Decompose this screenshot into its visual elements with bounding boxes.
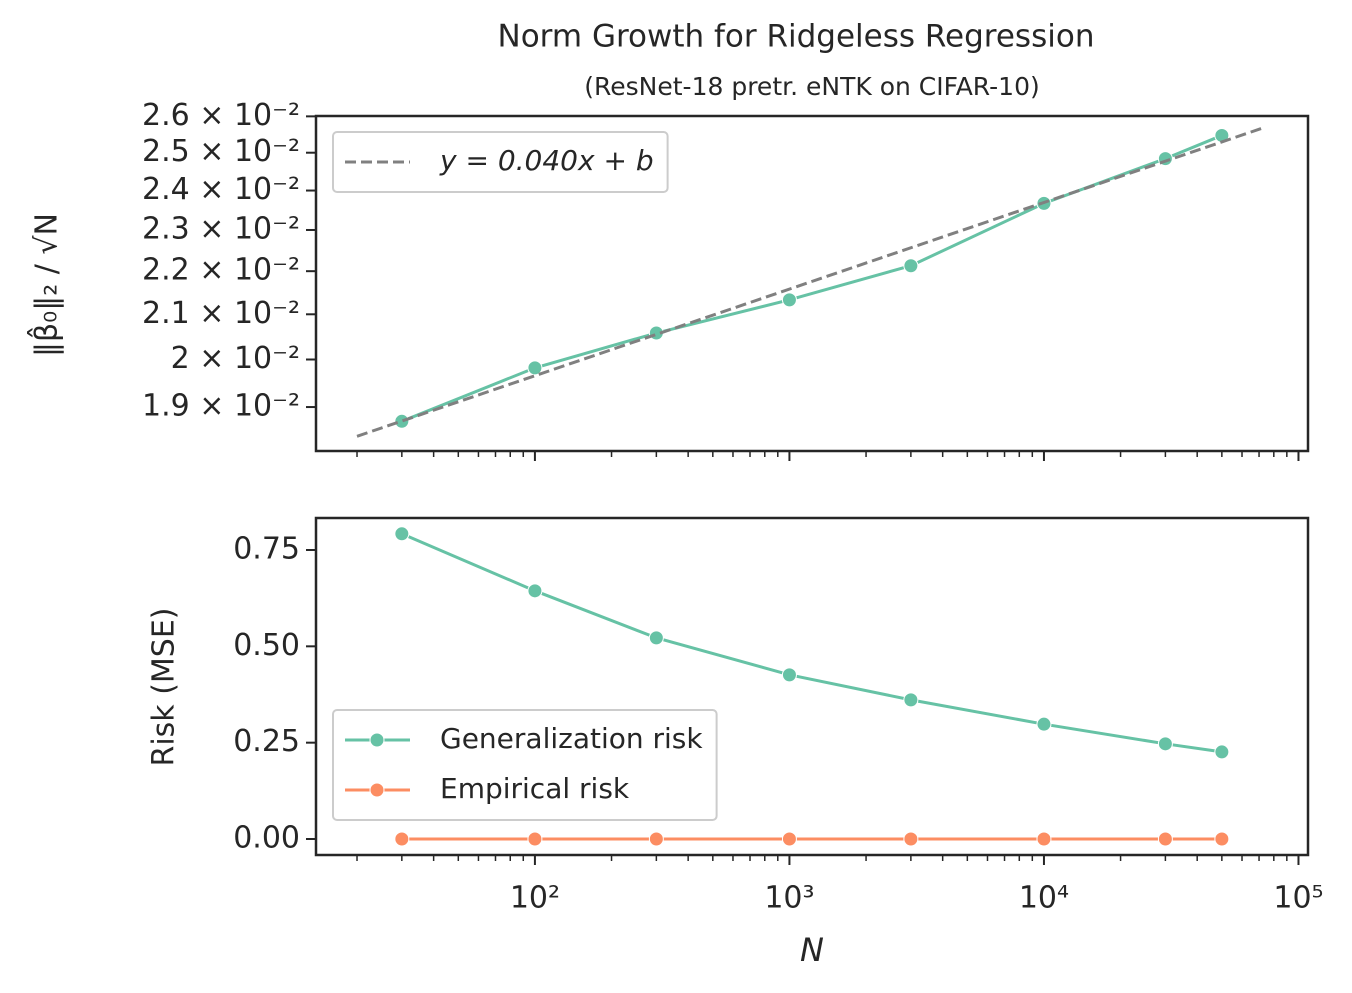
x-tick-label: 10²	[510, 881, 560, 916]
data-point	[1214, 744, 1230, 760]
legend-marker	[369, 782, 385, 798]
y-tick-label: 1.9 × 10⁻²	[142, 389, 300, 424]
series-line	[401, 134, 1223, 423]
legend: y = 0.040x + b	[332, 131, 669, 193]
y-tick-label: 2.6 × 10⁻²	[142, 98, 300, 133]
data-point	[781, 292, 797, 308]
x-tick-label: 10³	[764, 881, 814, 916]
data-point	[648, 831, 664, 847]
data-point	[394, 526, 410, 542]
series-line	[401, 532, 1223, 754]
legend-marker	[369, 732, 385, 748]
data-point	[1036, 831, 1052, 847]
axes-frame	[314, 516, 1310, 857]
data-point	[903, 831, 919, 847]
data-point	[1036, 716, 1052, 732]
data-point	[527, 360, 543, 376]
y-tick-label: 2.2 × 10⁻²	[142, 253, 300, 288]
y-tick-label: 2.5 × 10⁻²	[142, 134, 300, 169]
data-point	[648, 630, 664, 646]
legend-frame	[332, 709, 718, 821]
y-tick-label: 0.50	[233, 628, 300, 663]
y-axis-label: Risk (MSE)	[147, 607, 182, 766]
data-point	[1157, 736, 1173, 752]
data-point	[903, 692, 919, 708]
legend-frame	[332, 131, 669, 193]
data-point	[1214, 831, 1230, 847]
y-tick-label: 2.4 × 10⁻²	[142, 172, 300, 207]
legend: Generalization risk Empirical risk	[332, 709, 718, 821]
chart-subtitle: (ResNet-18 pretr. eNTK on CIFAR-10)	[584, 72, 1039, 101]
axes-frame	[314, 114, 1310, 453]
data-point	[527, 583, 543, 599]
y-tick-label: 0.00	[233, 821, 300, 856]
legend-label: Generalization risk	[440, 722, 703, 755]
y-tick-label: 0.75	[233, 531, 300, 566]
x-axis-label: N	[800, 931, 824, 969]
data-point	[781, 831, 797, 847]
data-point	[781, 667, 797, 683]
y-axis-label: ‖β̂₀‖₂ / √N	[26, 213, 64, 357]
legend-label: y = 0.040x + b	[439, 144, 654, 177]
data-point	[394, 413, 410, 429]
data-point	[394, 831, 410, 847]
y-tick-label: 2 × 10⁻²	[171, 341, 300, 376]
data-point	[903, 258, 919, 274]
x-tick-label: 10⁵	[1273, 881, 1323, 916]
data-point	[527, 831, 543, 847]
y-tick-label: 0.25	[233, 724, 300, 759]
x-tick-label: 10⁴	[1019, 881, 1069, 916]
legend-label: Empirical risk	[440, 772, 630, 805]
y-tick-label: 2.1 × 10⁻²	[142, 296, 300, 331]
data-point	[1157, 831, 1173, 847]
chart-title: Norm Growth for Ridgeless Regression	[498, 19, 1095, 55]
y-tick-label: 2.3 × 10⁻²	[142, 211, 300, 246]
